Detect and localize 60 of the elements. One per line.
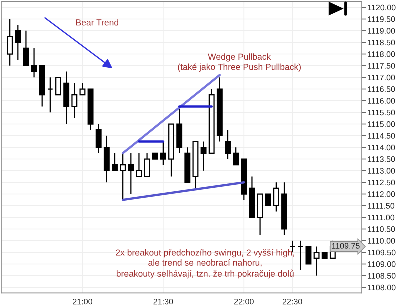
y-tick-label: 1118.00 [368,52,396,58]
candlestick [23,30,30,66]
candlestick [112,152,118,172]
candlestick [15,24,22,61]
y-tick-label: 1110.00 [368,238,396,244]
candlestick [56,77,62,96]
x-tick-label: 22:30 [282,298,302,305]
y-tick-label: 1108.50 [368,273,396,279]
candlestick [144,152,150,178]
candlestick [64,71,70,125]
y-tick-label: 1117.50 [368,63,396,69]
annotation: Bear Trend [76,19,118,26]
y-tick-label: 1111.00 [368,214,395,221]
y-tick-label: 1112.50 [368,180,396,186]
y-tick-label: 1119.00 [368,28,396,34]
annotation: Wedge Pullback (také jako Three Push Pullback) [178,54,301,72]
y-tick-label: 1111.50 [368,203,395,209]
candlestick [225,130,231,160]
y-tick-label: 1108.00 [368,284,396,291]
candlestick [136,152,142,178]
candlestick [31,48,38,78]
y-tick-label: 1109.50 [368,250,396,256]
y-tick-label: 1115.50 [368,110,396,116]
candlestick [314,246,320,276]
candlestick [80,82,86,96]
candlestick [233,147,240,166]
candlestick [265,194,272,206]
candlestick [257,194,264,236]
candlestick [160,141,166,166]
y-tick-label: 1113.50 [368,156,396,162]
y-tick-label: 1116.50 [368,86,396,92]
x-tick-label: 22:00 [234,298,254,305]
candlestick [128,152,134,195]
y-tick-label: 1117.00 [368,74,396,81]
y-tick-label: 1115.00 [368,122,396,128]
y-tick-label: 1113.00 [368,168,396,174]
y-tick-label: 1110.50 [368,226,396,232]
candlestick [176,106,183,154]
candlestick [47,77,54,114]
x-tick-label: 21:30 [154,298,174,305]
candlestick [104,135,110,184]
y-tick-label: 1112.00 [368,192,396,198]
candlestick [306,246,312,265]
y-tick-label: 1114.50 [368,133,396,139]
candlestick [72,82,78,119]
candlestick [96,124,102,154]
y-tick-label: 1114.00 [368,144,396,151]
y-tick-label: 1120.00 [368,4,396,11]
y-tick-label: 1118.50 [368,40,396,46]
x-tick-label: 21:00 [73,298,92,305]
candlestick [298,240,304,271]
candlestick [273,182,280,212]
candlestick [200,141,207,172]
candlestick [7,18,14,66]
y-tick-label: 1109.00 [368,262,396,268]
annotation: 1109.75 [332,243,360,249]
y-tick-label: 1119.50 [368,16,396,22]
candlestick [120,152,126,201]
annotation: 2x breakout předchozího swingu, 2 vyšší high, ale trend se neobrací nahoru, breakouty selhávají, tzn. že trh pokračuje dolů [116,249,294,279]
y-tick-label: 1116.00 [368,98,396,104]
